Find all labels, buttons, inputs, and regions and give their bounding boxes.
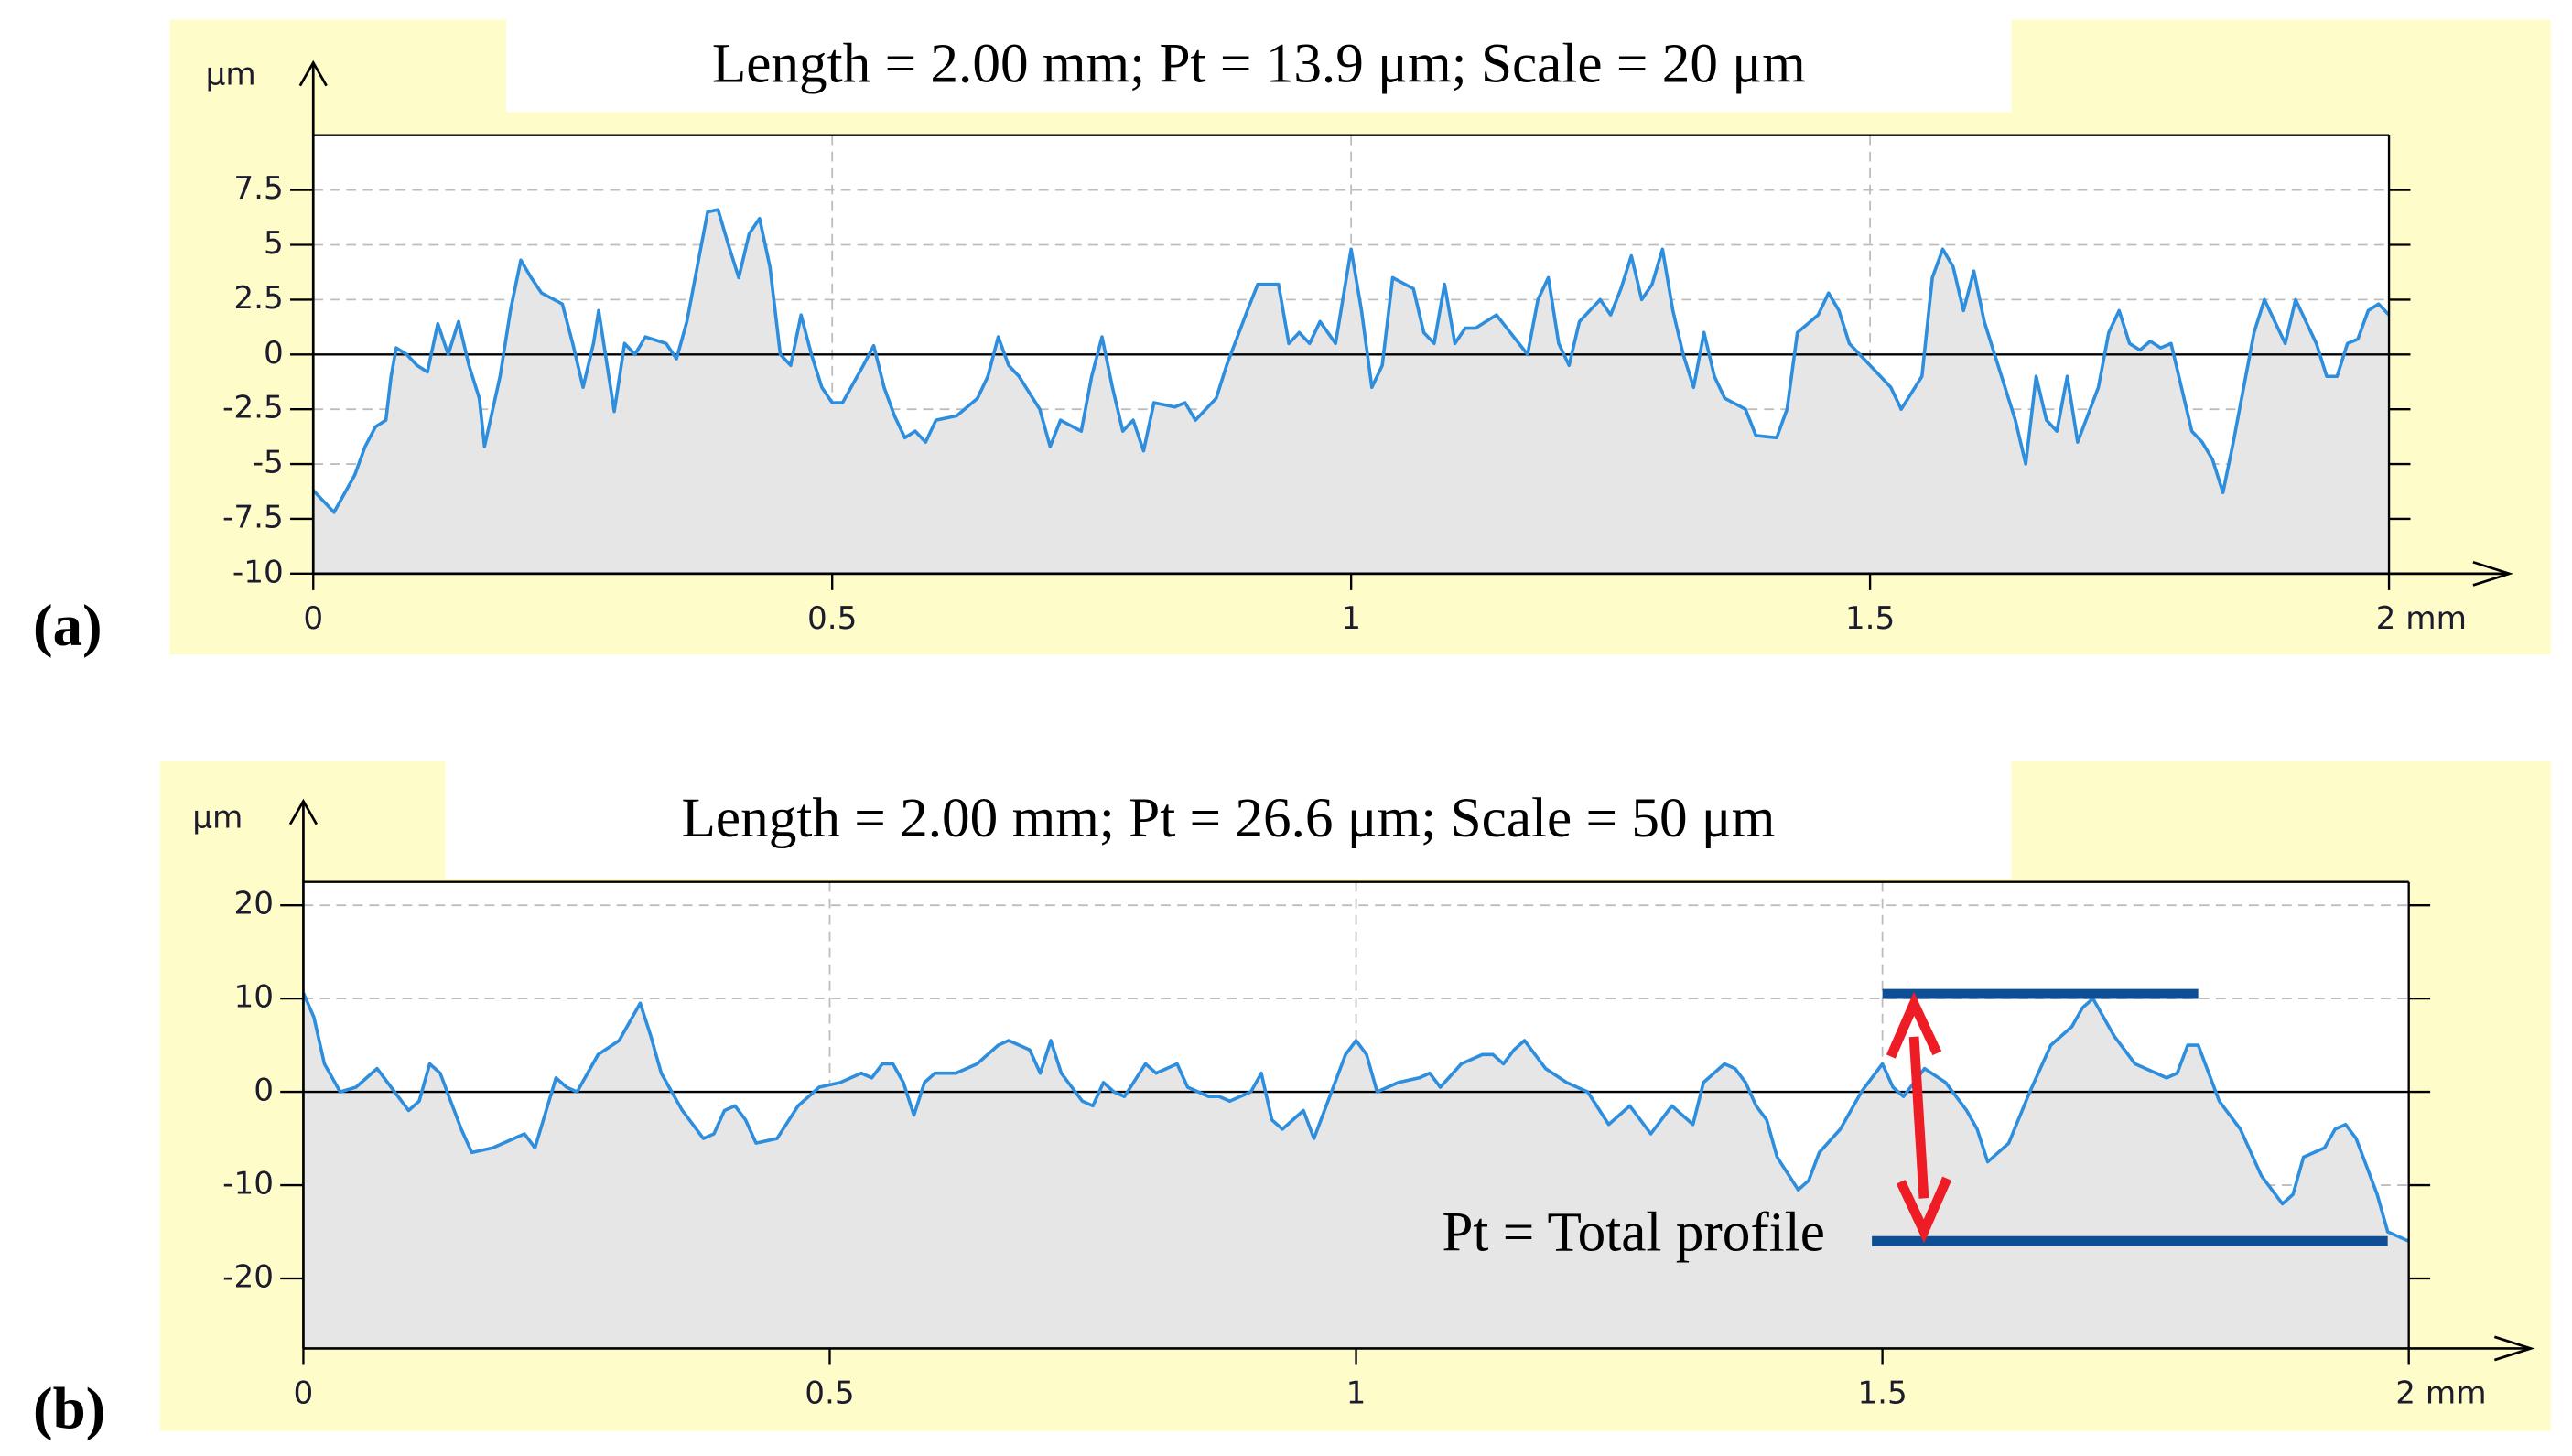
y-tick-label: 0	[254, 1073, 274, 1109]
pt-arrow-head-bottom	[1896, 1176, 1952, 1244]
y-tick-label: 0	[264, 335, 284, 372]
y-tick-label: -10	[222, 1166, 274, 1203]
y-tick-label: 20	[233, 886, 274, 922]
y-axis-label: μm	[192, 800, 243, 836]
y-tick-label: 5	[264, 225, 284, 262]
y-axis-arrow	[298, 59, 328, 87]
x-tick-label: 2 mm	[2395, 1375, 2486, 1411]
x-tick-label: 0	[294, 1375, 314, 1411]
x-tick-label: 0	[303, 600, 323, 637]
chart-title: Length = 2.00 mm; Pt = 26.6 μm; Scale = …	[682, 787, 1776, 849]
y-tick-label: -20	[222, 1258, 274, 1295]
title-box	[505, 19, 2012, 113]
panel-label: (a)	[33, 593, 103, 659]
y-tick-label: -7.5	[222, 499, 284, 535]
y-tick-label: -10	[232, 554, 284, 590]
x-tick-label: 1.5	[1845, 600, 1895, 637]
pt-arrow-shaft	[1908, 1036, 1929, 1199]
profile-fill	[313, 210, 2390, 574]
chart-title: Length = 2.00 mm; Pt = 13.9 μm; Scale = …	[712, 33, 1806, 95]
y-tick-label: -2.5	[222, 390, 284, 426]
x-axis-arrow	[2472, 560, 2514, 587]
x-tick-label: 2 mm	[2376, 600, 2467, 637]
profile-line	[301, 992, 2410, 1243]
profile-fill	[303, 993, 2409, 1349]
pt-arrow-head-top	[1886, 991, 1942, 1059]
y-axis-label: μm	[206, 56, 256, 92]
x-tick-label: 1	[1341, 600, 1361, 637]
title-box	[445, 761, 2012, 879]
x-tick-label: 0.5	[807, 600, 857, 637]
x-axis-arrow	[2493, 1335, 2535, 1362]
x-tick-label: 1	[1346, 1375, 1367, 1411]
x-tick-label: 0.5	[805, 1375, 854, 1411]
y-tick-label: 10	[233, 979, 274, 1016]
panel-label: (b)	[33, 1375, 105, 1441]
x-tick-label: 1.5	[1857, 1375, 1907, 1411]
y-tick-label: 2.5	[233, 280, 283, 317]
profile-line	[311, 208, 2391, 514]
y-axis-arrow	[288, 798, 319, 825]
y-tick-label: -5	[253, 445, 284, 481]
y-tick-label: 7.5	[233, 170, 283, 207]
annotation: Pt = Total profile	[1442, 1202, 1825, 1264]
